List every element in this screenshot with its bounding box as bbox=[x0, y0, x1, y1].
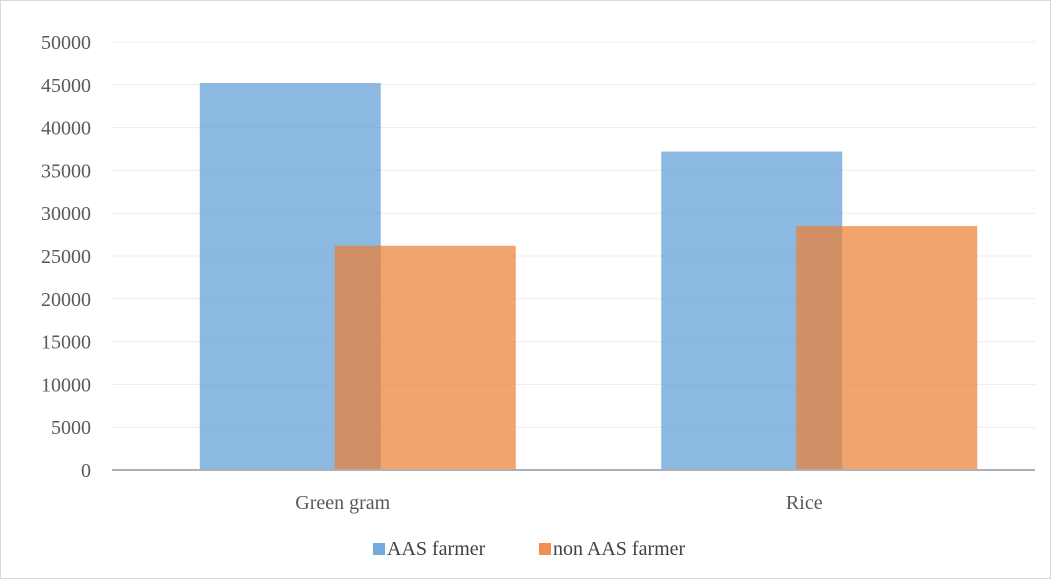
y-axis-ticks: 0 5000 10000 15000 20000 25000 30000 35000 40000… bbox=[41, 32, 91, 482]
bars bbox=[199, 83, 978, 470]
y-tick-label: 5000 bbox=[51, 417, 91, 439]
x-tick-label: Rice bbox=[786, 492, 823, 514]
y-tick-label: 30000 bbox=[41, 203, 91, 225]
legend-label: non AAS farmer bbox=[553, 538, 686, 560]
y-tick-label: 40000 bbox=[41, 118, 91, 140]
y-tick-label: 15000 bbox=[41, 332, 91, 354]
legend-swatch bbox=[373, 543, 385, 555]
y-tick-label: 10000 bbox=[41, 374, 91, 396]
y-tick-label: 35000 bbox=[41, 160, 91, 182]
y-tick-label: 0 bbox=[81, 460, 91, 482]
x-tick-label: Green gram bbox=[295, 492, 390, 514]
legend: AAS farmer non AAS farmer bbox=[373, 538, 686, 560]
y-tick-label: 20000 bbox=[41, 289, 91, 311]
legend-swatch bbox=[539, 543, 551, 555]
y-tick-label: 25000 bbox=[41, 246, 91, 268]
bar-non-aas-farmer-green-gram bbox=[334, 245, 516, 470]
x-axis-ticks: Green gram Rice bbox=[295, 492, 822, 514]
bar-non-aas-farmer-rice bbox=[796, 226, 978, 470]
legend-label: AAS farmer bbox=[387, 538, 486, 560]
y-tick-label: 45000 bbox=[41, 75, 91, 97]
y-tick-label: 50000 bbox=[41, 32, 91, 54]
